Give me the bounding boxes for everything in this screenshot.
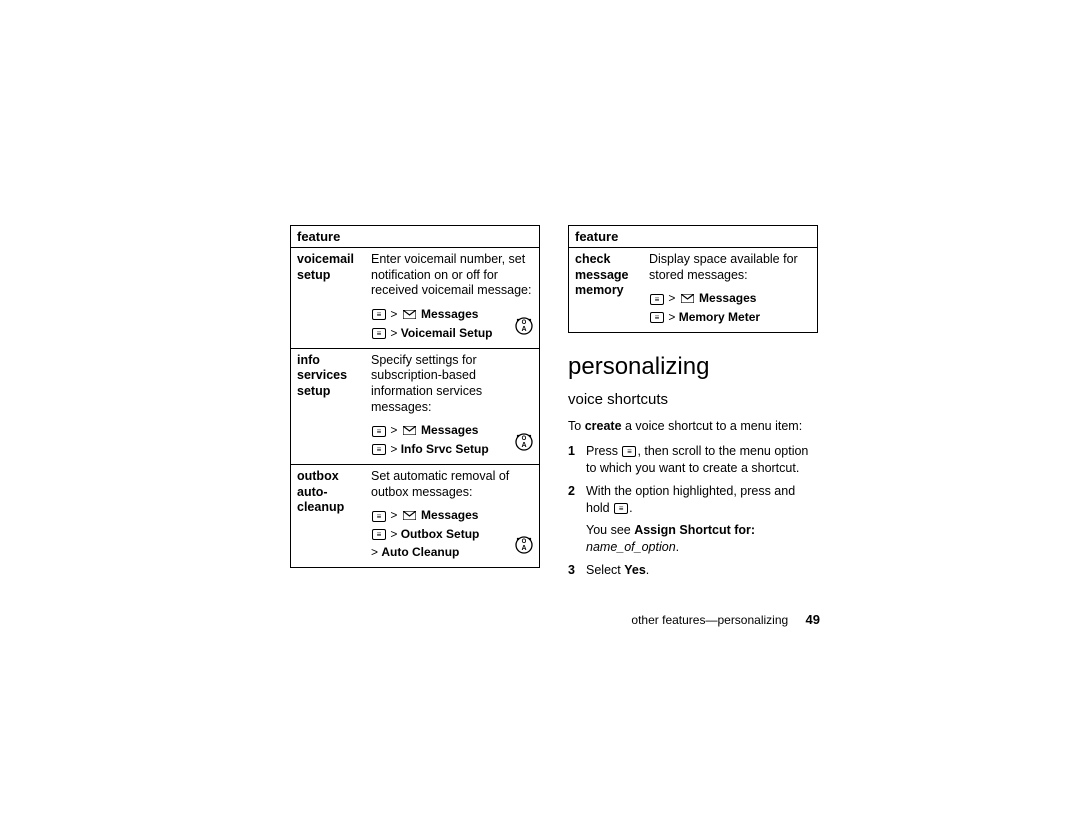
menu-icon: ≡ <box>650 312 664 323</box>
text-bold: Yes <box>624 563 646 577</box>
label-line: voicemail <box>297 252 354 266</box>
menu-icon: ≡ <box>650 294 664 305</box>
step-number: 2 <box>568 483 586 557</box>
row-content: Specify settings for subscription-based … <box>371 349 539 464</box>
table-header: feature <box>291 226 539 248</box>
step-item: 1 Press ≡, then scroll to the menu optio… <box>568 443 818 477</box>
page-number: 49 <box>806 612 820 627</box>
text: Press <box>586 444 621 458</box>
intro-text: To create a voice shortcut to a menu ite… <box>568 418 818 435</box>
row-content: Enter voicemail number, set notification… <box>371 248 539 348</box>
menu-icon: ≡ <box>372 426 386 437</box>
subsection-title: voice shortcuts <box>568 391 818 408</box>
left-feature-table: feature voicemail setup Enter voicemail … <box>290 225 540 568</box>
step-item: 3 Select Yes. <box>568 562 818 579</box>
table-row: check message memory Display space avail… <box>569 248 817 332</box>
gt-icon: > <box>668 291 675 305</box>
page-content: feature voicemail setup Enter voicemail … <box>290 225 820 585</box>
nav-item: Messages <box>421 423 478 437</box>
text: You see <box>586 523 634 537</box>
gt-icon: > <box>371 545 378 559</box>
nav-item: Voicemail Setup <box>401 326 493 340</box>
row-desc: Specify settings for subscription-based … <box>371 353 482 414</box>
row-label: outbox auto- cleanup <box>291 465 371 567</box>
menu-icon: ≡ <box>372 444 386 455</box>
row-desc: Display space available for stored messa… <box>649 252 798 282</box>
row-label: info services setup <box>291 349 371 464</box>
gt-icon: > <box>390 326 397 340</box>
gt-icon: > <box>390 527 397 541</box>
gt-icon: > <box>390 508 397 522</box>
menu-icon: ≡ <box>372 529 386 540</box>
envelope-icon <box>403 306 416 324</box>
right-column: feature check message memory Display spa… <box>568 225 818 585</box>
section-title: personalizing <box>568 353 818 381</box>
row-label: check message memory <box>569 248 649 332</box>
right-feature-table: feature check message memory Display spa… <box>568 225 818 333</box>
table-row: outbox auto- cleanup Set automatic remov… <box>291 465 539 567</box>
nav-item: Memory Meter <box>679 310 760 324</box>
label-line: cleanup <box>297 500 344 514</box>
gt-icon: > <box>390 423 397 437</box>
envelope-icon <box>681 290 694 308</box>
text: . <box>676 540 679 554</box>
operator-badge-icon <box>515 536 533 559</box>
envelope-icon <box>403 422 416 440</box>
nav-path: ≡ > Messages ≡ > Info Srvc Setup <box>371 421 533 458</box>
gt-icon: > <box>390 442 397 456</box>
label-line: check <box>575 252 610 266</box>
label-line: setup <box>297 268 330 282</box>
envelope-icon <box>403 507 416 525</box>
text-bold: Assign Shortcut for: <box>634 523 755 537</box>
nav-item: Auto Cleanup <box>381 545 459 559</box>
text-italic: name_of_option <box>586 540 676 554</box>
gt-icon: > <box>390 307 397 321</box>
footer-text: other features—personalizing <box>631 613 788 627</box>
nav-path: ≡ > Messages ≡ > Memory Meter <box>649 289 811 326</box>
nav-item: Messages <box>699 291 756 305</box>
gt-icon: > <box>668 310 675 324</box>
label-line: auto- <box>297 485 328 499</box>
row-content: Set automatic removal of outbox messages… <box>371 465 539 567</box>
nav-item: Messages <box>421 307 478 321</box>
step-number: 3 <box>568 562 586 579</box>
step-number: 1 <box>568 443 586 477</box>
step-text: With the option highlighted, press and h… <box>586 483 818 557</box>
page-footer: other features—personalizing 49 <box>631 612 820 627</box>
menu-icon: ≡ <box>372 309 386 320</box>
table-header: feature <box>569 226 817 248</box>
row-desc: Enter voicemail number, set notification… <box>371 252 532 297</box>
step-item: 2 With the option highlighted, press and… <box>568 483 818 557</box>
left-column: feature voicemail setup Enter voicemail … <box>290 225 540 585</box>
menu-icon: ≡ <box>622 446 636 457</box>
step-text: Select Yes. <box>586 562 818 579</box>
menu-icon: ≡ <box>614 503 628 514</box>
nav-item: Messages <box>421 508 478 522</box>
row-content: Display space available for stored messa… <box>649 248 817 332</box>
label-line: message <box>575 268 629 282</box>
menu-icon: ≡ <box>372 511 386 522</box>
label-line: outbox <box>297 469 339 483</box>
text: Select <box>586 563 624 577</box>
table-row: info services setup Specify settings for… <box>291 349 539 465</box>
text-bold: create <box>585 419 622 433</box>
label-line: memory <box>575 283 624 297</box>
table-row: voicemail setup Enter voicemail number, … <box>291 248 539 349</box>
text: . <box>629 501 632 515</box>
row-desc: Set automatic removal of outbox messages… <box>371 469 509 499</box>
text: To <box>568 419 585 433</box>
text: a voice shortcut to a menu item: <box>622 419 803 433</box>
nav-path: ≡ > Messages ≡ > Voicemail Setup <box>371 305 533 342</box>
nav-item: Info Srvc Setup <box>401 442 489 456</box>
row-label: voicemail setup <box>291 248 371 348</box>
label-line: info services <box>297 353 347 383</box>
text: . <box>646 563 649 577</box>
step-text: Press ≡, then scroll to the menu option … <box>586 443 818 477</box>
operator-badge-icon <box>515 317 533 340</box>
menu-icon: ≡ <box>372 328 386 339</box>
label-line: setup <box>297 384 330 398</box>
operator-badge-icon <box>515 433 533 456</box>
nav-item: Outbox Setup <box>401 527 480 541</box>
nav-path: ≡ > Messages ≡ > Outbox Setup > Auto Cle… <box>371 506 533 561</box>
